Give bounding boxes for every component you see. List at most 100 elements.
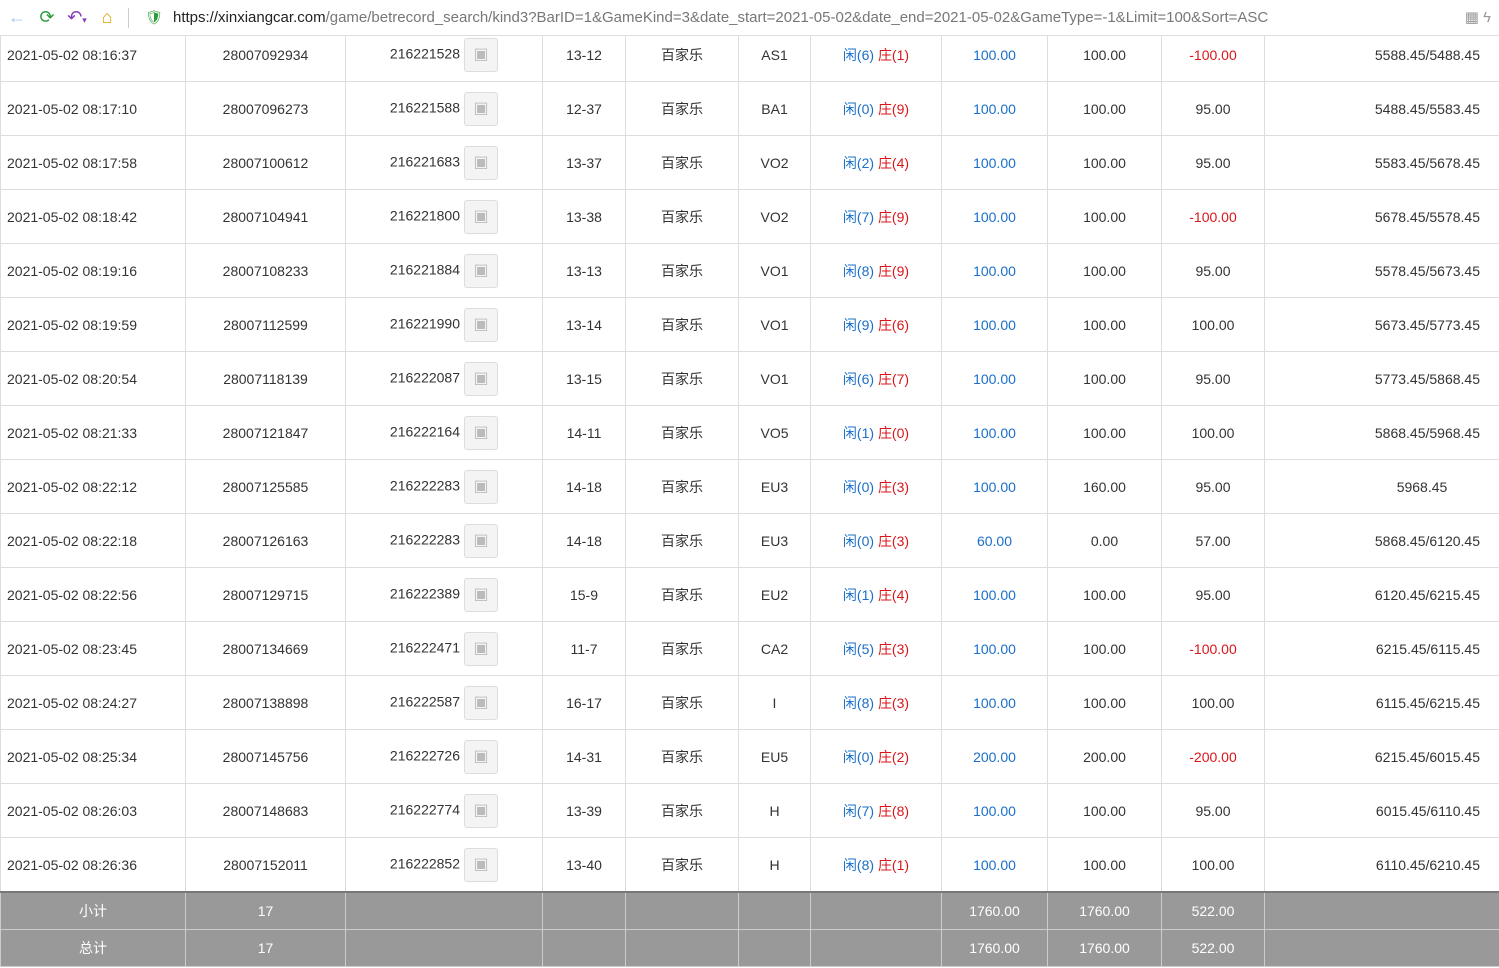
bet-amount[interactable]: 100.00	[941, 621, 1048, 676]
address-bar[interactable]: https://xinxiangcar.com/game/betrecord_s…	[173, 9, 1268, 26]
balance: 5578.45/5673.45	[1264, 243, 1499, 298]
result-image-icon[interactable]: ▣	[464, 145, 498, 180]
divider	[128, 7, 129, 28]
bet-amount[interactable]: 100.00	[941, 243, 1048, 298]
undo-icon[interactable]: ↶▾	[67, 7, 87, 27]
result-image-icon[interactable]: ▣	[464, 685, 498, 720]
round-id: 216221884	[389, 261, 460, 278]
round-id: 216221800	[389, 207, 460, 224]
shoe-number: 13-38	[542, 189, 626, 244]
bet-amount[interactable]: 100.00	[941, 567, 1048, 622]
bet-time: 2021-05-02 08:16:37	[0, 28, 186, 82]
bet-id: 28007134669	[185, 621, 346, 676]
banker-result: 庄(3)	[877, 640, 910, 657]
bet-amount[interactable]: 100.00	[941, 837, 1048, 893]
footer-count: 17	[185, 929, 346, 967]
toolbar-extra-icons[interactable]: ▦ ϟ	[1464, 9, 1491, 26]
banker-result: 庄(9)	[877, 100, 910, 117]
result-image-icon[interactable]: ▣	[464, 253, 498, 288]
result-image-icon[interactable]: ▣	[464, 847, 498, 882]
banker-result: 庄(3)	[877, 532, 910, 549]
url-domain: https://xinxiangcar.com	[173, 9, 326, 26]
banker-result: 庄(3)	[877, 694, 910, 711]
shoe-number: 13-14	[542, 297, 626, 352]
bet-time: 2021-05-02 08:24:27	[0, 675, 186, 730]
bet-time: 2021-05-02 08:19:59	[0, 297, 186, 352]
balance: 5868.45/5968.45	[1264, 405, 1499, 460]
round-id-cell: 216222283 ▣	[345, 459, 543, 514]
banker-result: 庄(0)	[877, 424, 910, 441]
player-result: 闲(2)	[842, 154, 875, 171]
footer-win: 522.00	[1161, 891, 1265, 930]
valid-amount: 100.00	[1047, 28, 1162, 82]
bet-amount[interactable]: 100.00	[941, 28, 1048, 82]
result-image-icon[interactable]: ▣	[464, 577, 498, 612]
balance: 5588.45/5488.45	[1264, 28, 1499, 82]
game-type: 百家乐	[625, 675, 739, 730]
table-id: VO2	[738, 135, 811, 190]
game-type: 百家乐	[625, 297, 739, 352]
bet-amount[interactable]: 100.00	[941, 297, 1048, 352]
player-result: 闲(6)	[842, 46, 875, 63]
result-image-icon[interactable]: ▣	[464, 361, 498, 396]
win-loss: 100.00	[1161, 675, 1265, 730]
bet-amount[interactable]: 100.00	[941, 783, 1048, 838]
round-id-cell: 216222587 ▣	[345, 675, 543, 730]
round-id: 216222471	[389, 639, 460, 656]
round-id: 216222587	[389, 693, 460, 710]
player-result: 闲(0)	[842, 748, 875, 765]
round-id: 216222389	[389, 585, 460, 602]
table-row: 2021-05-02 08:19:16 28007108233 21622188…	[0, 243, 1499, 298]
reload-icon[interactable]: ⟳	[39, 7, 55, 27]
banker-result: 庄(9)	[877, 208, 910, 225]
round-id: 216222283	[389, 477, 460, 494]
back-icon[interactable]: ←	[8, 7, 26, 27]
game-type: 百家乐	[625, 837, 739, 893]
banker-result: 庄(2)	[877, 748, 910, 765]
result-image-icon[interactable]: ▣	[464, 37, 498, 72]
result: 闲(0) 庄(2)	[810, 729, 942, 784]
table-id: AS1	[738, 28, 811, 82]
banker-result: 庄(4)	[877, 586, 910, 603]
bet-amount[interactable]: 60.00	[941, 513, 1048, 568]
bet-amount[interactable]: 100.00	[941, 189, 1048, 244]
valid-amount: 0.00	[1047, 513, 1162, 568]
bet-id: 28007152011	[185, 837, 346, 893]
bet-amount[interactable]: 100.00	[941, 459, 1048, 514]
result-image-icon[interactable]: ▣	[464, 469, 498, 504]
secure-shield-icon: 🛡	[145, 9, 163, 25]
bet-amount[interactable]: 100.00	[941, 135, 1048, 190]
result: 闲(7) 庄(9)	[810, 189, 942, 244]
win-loss: 57.00	[1161, 513, 1265, 568]
bet-amount[interactable]: 100.00	[941, 675, 1048, 730]
bet-record-table: 2021-05-02 08:16:37 28007092934 21622152…	[0, 28, 1499, 967]
table-row: 2021-05-02 08:17:58 28007100612 21622168…	[0, 135, 1499, 190]
result-image-icon[interactable]: ▣	[464, 739, 498, 774]
win-loss: -100.00	[1161, 28, 1265, 82]
table-id: H	[738, 783, 811, 838]
result-image-icon[interactable]: ▣	[464, 199, 498, 234]
result-image-icon[interactable]: ▣	[464, 631, 498, 666]
valid-amount: 200.00	[1047, 729, 1162, 784]
table-id: EU5	[738, 729, 811, 784]
round-id-cell: 216221990 ▣	[345, 297, 543, 352]
result-image-icon[interactable]: ▣	[464, 91, 498, 126]
table-row: 2021-05-02 08:23:45 28007134669 21622247…	[0, 621, 1499, 676]
round-id-cell: 216222389 ▣	[345, 567, 543, 622]
home-icon[interactable]: ⌂	[101, 7, 113, 27]
player-result: 闲(1)	[842, 586, 875, 603]
bet-amount[interactable]: 100.00	[941, 81, 1048, 136]
result: 闲(6) 庄(1)	[810, 28, 942, 82]
result-image-icon[interactable]: ▣	[464, 523, 498, 558]
result: 闲(7) 庄(8)	[810, 783, 942, 838]
bet-amount[interactable]: 100.00	[941, 405, 1048, 460]
table-id: H	[738, 837, 811, 893]
bet-id: 28007092934	[185, 28, 346, 82]
result-image-icon[interactable]: ▣	[464, 307, 498, 342]
banker-result: 庄(9)	[877, 262, 910, 279]
result-image-icon[interactable]: ▣	[464, 415, 498, 450]
round-id-cell: 216221884 ▣	[345, 243, 543, 298]
bet-amount[interactable]: 200.00	[941, 729, 1048, 784]
result-image-icon[interactable]: ▣	[464, 793, 498, 828]
bet-amount[interactable]: 100.00	[941, 351, 1048, 406]
